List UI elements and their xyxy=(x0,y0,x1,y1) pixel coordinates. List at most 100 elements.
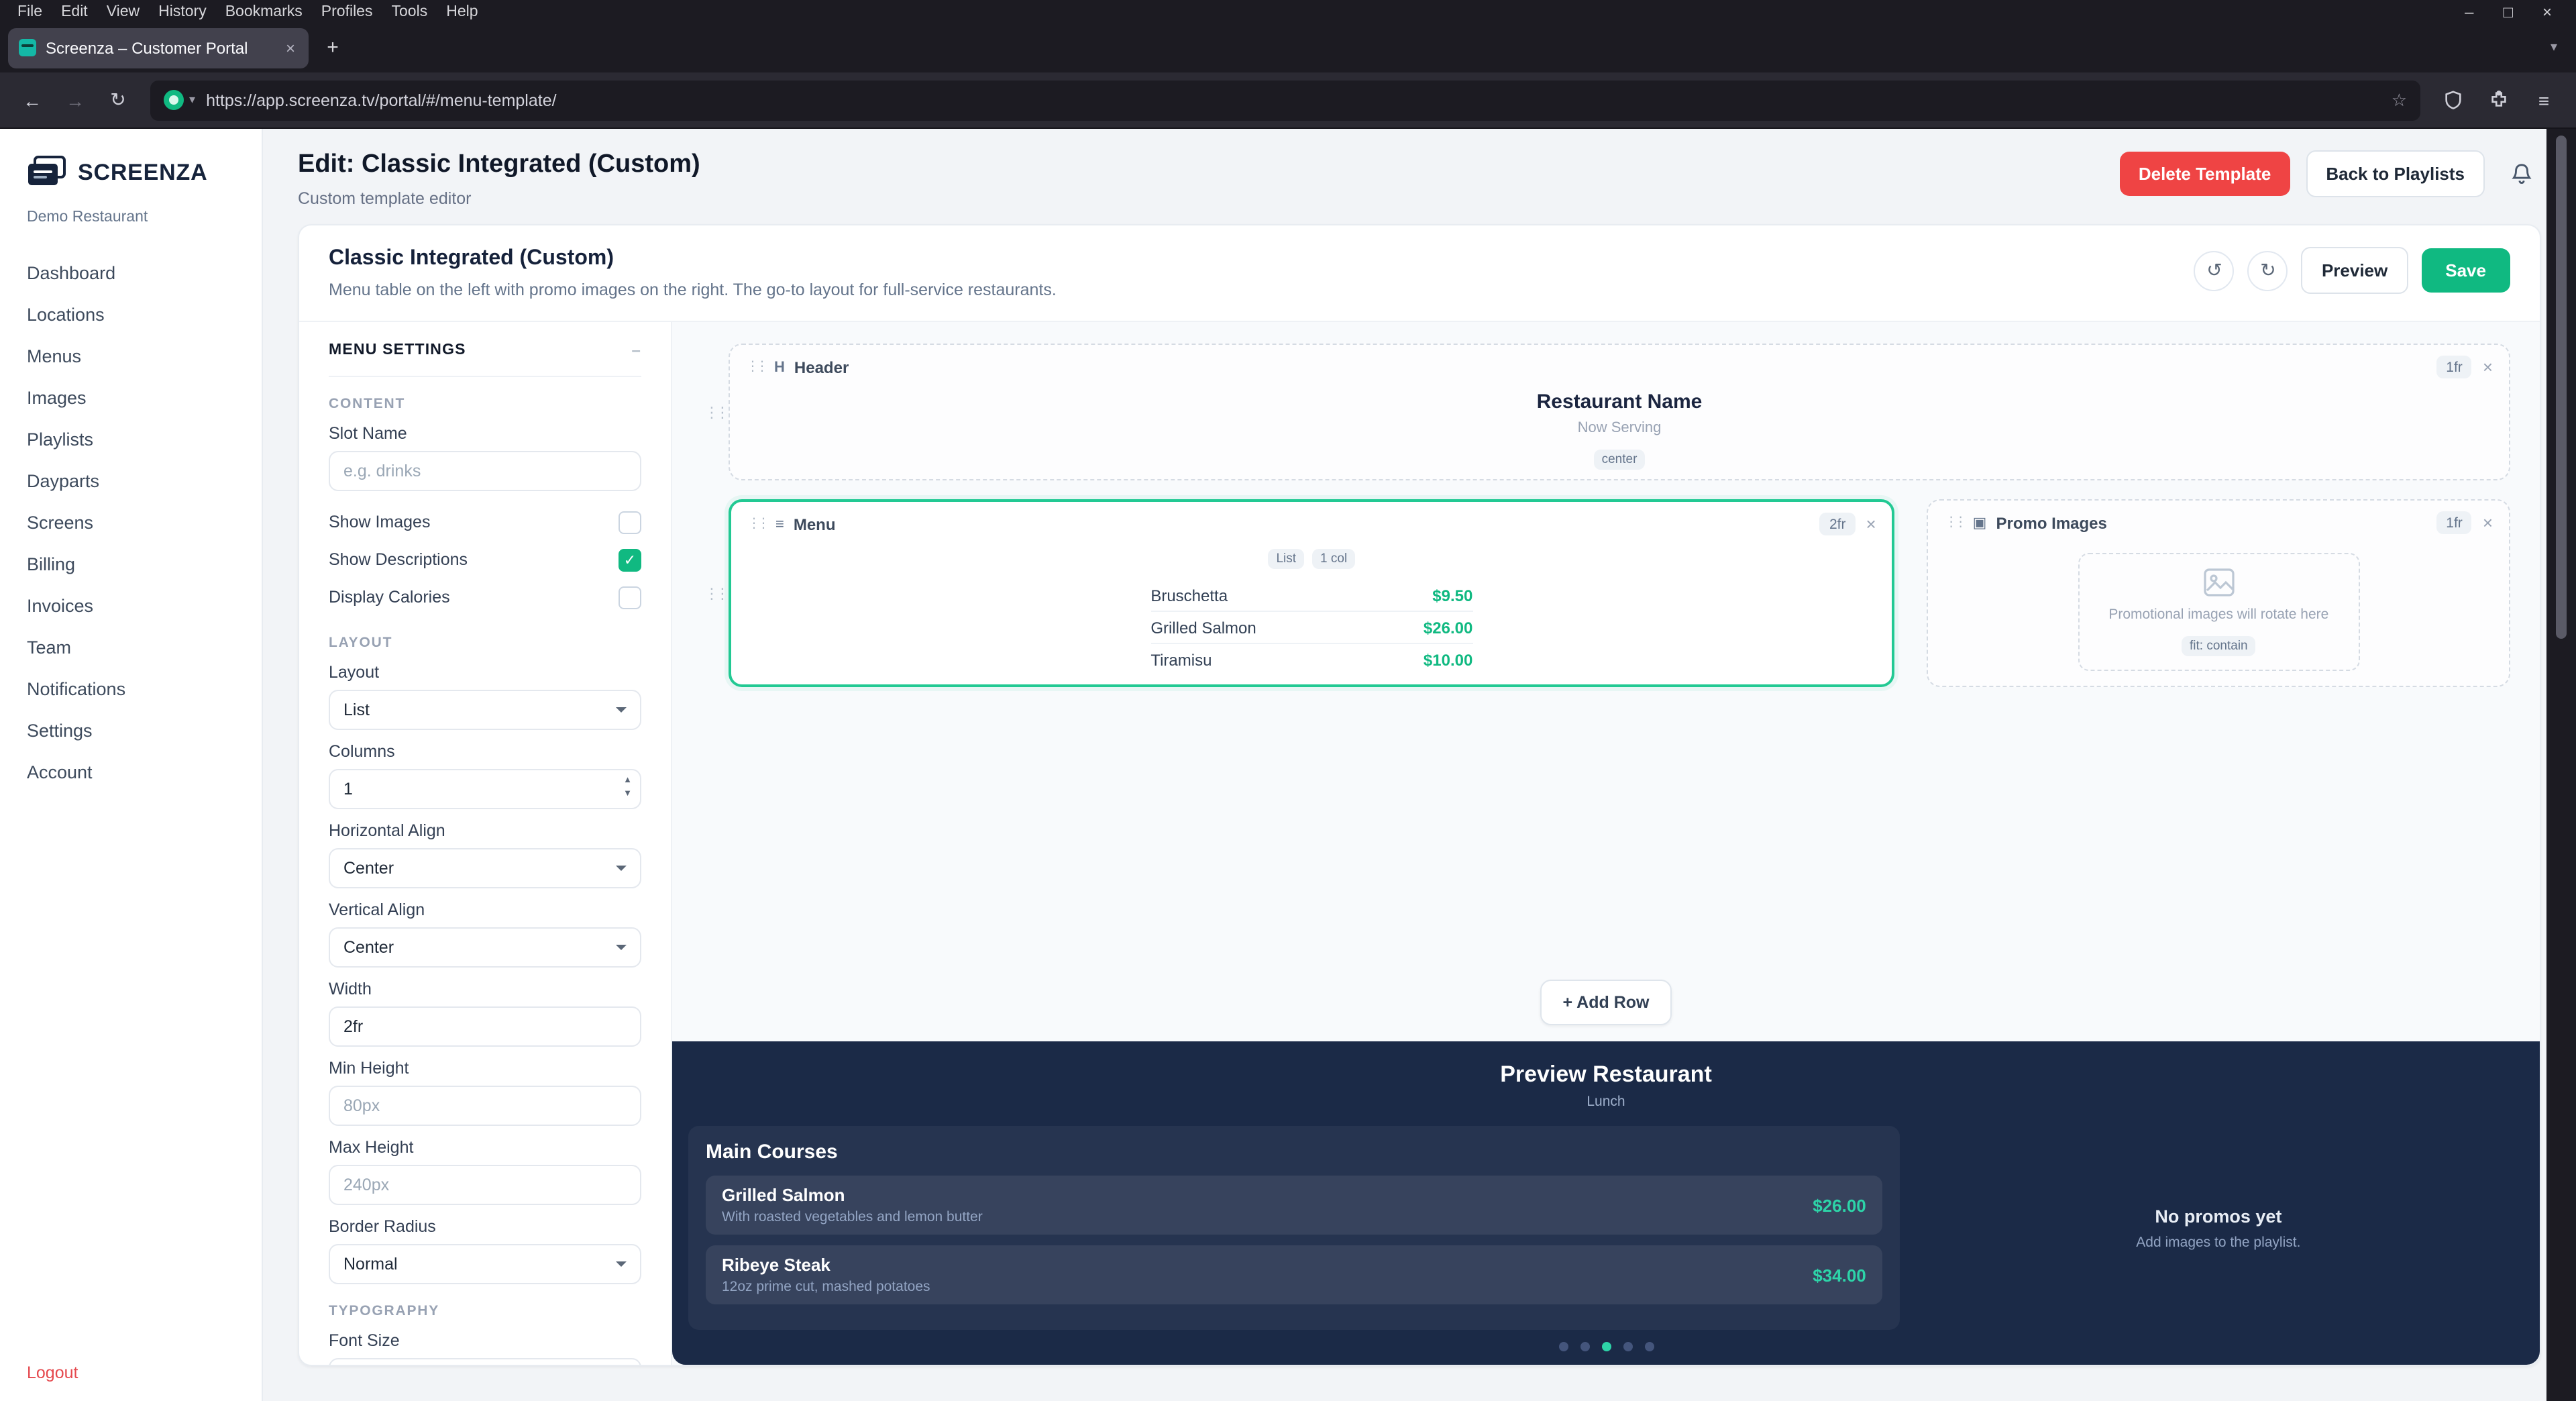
sidebar-item-playlists[interactable]: Playlists xyxy=(27,429,94,450)
tab-close-icon[interactable]: × xyxy=(285,38,295,57)
sidebar-item-menus[interactable]: Menus xyxy=(27,346,82,366)
window-maximize-icon[interactable]: □ xyxy=(2503,3,2513,21)
header-remove-icon[interactable]: × xyxy=(2482,357,2493,377)
sidebar-item-screens[interactable]: Screens xyxy=(27,513,94,533)
header-block-label: Header xyxy=(794,358,849,376)
promo-remove-icon[interactable]: × xyxy=(2482,513,2493,533)
bookmark-star-icon[interactable]: ☆ xyxy=(2391,89,2407,109)
menu-help[interactable]: Help xyxy=(446,4,478,20)
menu-remove-icon[interactable]: × xyxy=(1866,514,1876,534)
brand-name: SCREENZA xyxy=(78,160,208,185)
app-menu-hamburger-icon[interactable]: ≡ xyxy=(2538,89,2550,111)
page-scrollbar[interactable] xyxy=(2546,129,2576,1401)
scrollbar-thumb[interactable] xyxy=(2556,136,2567,639)
logout-link[interactable]: Logout xyxy=(27,1363,78,1382)
shield-icon[interactable] xyxy=(2434,81,2471,119)
show-images-checkbox[interactable]: ✓ xyxy=(619,511,641,533)
notifications-bell-icon[interactable] xyxy=(2501,154,2541,194)
menu-view[interactable]: View xyxy=(106,4,140,20)
show-descriptions-checkbox[interactable]: ✓ xyxy=(619,548,641,571)
slot-name-input[interactable] xyxy=(329,451,641,491)
back-icon[interactable]: ← xyxy=(23,89,42,111)
account-name: Demo Restaurant xyxy=(27,209,148,225)
font-size-select[interactable]: Default xyxy=(329,1358,641,1365)
menu-file[interactable]: File xyxy=(17,4,43,20)
sidebar-item-dayparts[interactable]: Dayparts xyxy=(27,471,100,491)
site-identity-icon xyxy=(164,90,184,110)
horizontal-align-label: Horizontal Align xyxy=(329,821,445,840)
sidebar: SCREENZA Demo Restaurant Dashboard Locat… xyxy=(0,129,263,1401)
sidebar-item-notifications[interactable]: Notifications xyxy=(27,679,126,699)
menu-history[interactable]: History xyxy=(158,4,207,20)
editor-card-header: Classic Integrated (Custom) Menu table o… xyxy=(299,225,2540,322)
sidebar-item-account[interactable]: Account xyxy=(27,762,93,782)
extensions-puzzle-icon[interactable] xyxy=(2479,81,2517,119)
template-editor-card: Classic Integrated (Custom) Menu table o… xyxy=(298,224,2541,1366)
sidebar-item-dashboard[interactable]: Dashboard xyxy=(27,263,116,283)
row-drag-handle-icon[interactable]: ⋮⋮ xyxy=(704,405,730,421)
image-icon xyxy=(2203,568,2234,596)
url-bar[interactable]: ▾ https://app.screenza.tv/portal/#/menu-… xyxy=(150,80,2420,120)
menu-columns-badge: 1 col xyxy=(1312,549,1356,569)
preview-menu-item: Ribeye Steak 12oz prime cut, mashed pota… xyxy=(706,1245,1882,1304)
screenza-logo-icon xyxy=(28,156,66,185)
sidebar-item-locations[interactable]: Locations xyxy=(27,305,105,325)
preview-daypart-label: Lunch xyxy=(1587,1094,1625,1110)
restaurant-name-preview: Restaurant Name xyxy=(1536,391,1703,413)
back-to-playlists-button[interactable]: Back to Playlists xyxy=(2306,150,2485,197)
window-close-icon[interactable]: × xyxy=(2542,3,2552,21)
sidebar-item-settings[interactable]: Settings xyxy=(27,721,93,741)
browser-tab[interactable]: Screenza – Customer Portal × xyxy=(8,28,309,68)
max-height-input[interactable] xyxy=(329,1165,641,1205)
tab-title: Screenza – Customer Portal xyxy=(46,38,248,57)
horizontal-align-select[interactable]: Center xyxy=(329,848,641,888)
new-tab-button[interactable]: + xyxy=(327,36,339,59)
show-descriptions-label: Show Descriptions xyxy=(329,550,468,569)
reload-icon[interactable]: ↻ xyxy=(110,89,126,110)
sidebar-item-images[interactable]: Images xyxy=(27,388,87,408)
window-minimize-icon[interactable]: – xyxy=(2465,3,2474,21)
menu-item-price: $26.00 xyxy=(1423,618,1473,637)
preview-button[interactable]: Preview xyxy=(2301,247,2408,294)
stepper-arrows-icon[interactable]: ▲ ▼ xyxy=(623,776,632,798)
sidebar-item-billing[interactable]: Billing xyxy=(27,554,76,574)
columns-stepper[interactable] xyxy=(329,769,641,809)
sidebar-item-invoices[interactable]: Invoices xyxy=(27,596,94,616)
border-radius-select[interactable]: Normal xyxy=(329,1244,641,1284)
tab-list-chevron-icon[interactable]: ▾ xyxy=(2550,40,2557,55)
block-drag-handle-icon[interactable]: ⋮⋮ xyxy=(747,517,770,531)
redo-button[interactable]: ↻ xyxy=(2247,250,2288,291)
menu-item-row: Tiramisu $10.00 xyxy=(1150,644,1472,675)
panel-collapse-icon[interactable]: – xyxy=(631,341,641,360)
menu-profiles[interactable]: Profiles xyxy=(321,4,373,20)
menu-tools[interactable]: Tools xyxy=(391,4,428,20)
browser-tabbar: Screenza – Customer Portal × + ▾ xyxy=(0,24,2576,72)
site-identity[interactable]: ▾ xyxy=(164,90,195,110)
header-block[interactable]: ⋮⋮ H Header 1fr × Restaurant Name xyxy=(729,344,2510,480)
save-button[interactable]: Save xyxy=(2421,248,2510,293)
block-drag-handle-icon[interactable]: ⋮⋮ xyxy=(1944,515,1968,530)
vertical-align-select[interactable]: Center xyxy=(329,927,641,968)
promo-images-block[interactable]: ⋮⋮ ▣ Promo Images 1fr × xyxy=(1927,499,2510,687)
preview-item-price: $34.00 xyxy=(1813,1265,1866,1285)
preview-item-name: Grilled Salmon xyxy=(722,1185,845,1205)
preview-item-description: With roasted vegetables and lemon butter xyxy=(722,1209,983,1225)
forward-icon[interactable]: → xyxy=(66,89,85,111)
layout-select[interactable]: List xyxy=(329,690,641,730)
columns-label: Columns xyxy=(329,742,395,761)
sidebar-item-team[interactable]: Team xyxy=(27,637,72,658)
add-row-button[interactable]: + Add Row xyxy=(1540,980,1672,1025)
redo-icon: ↻ xyxy=(2260,259,2276,280)
undo-button[interactable]: ↺ xyxy=(2194,250,2235,291)
row-drag-handle-icon[interactable]: ⋮⋮ xyxy=(704,586,730,602)
menu-edit[interactable]: Edit xyxy=(61,4,88,20)
delete-template-button[interactable]: Delete Template xyxy=(2119,152,2290,196)
sidebar-nav: Dashboard Locations Menus Images Playlis… xyxy=(24,252,237,793)
block-drag-handle-icon[interactable]: ⋮⋮ xyxy=(746,360,769,374)
menu-bookmarks[interactable]: Bookmarks xyxy=(225,4,303,20)
min-height-input[interactable] xyxy=(329,1086,641,1126)
width-input[interactable] xyxy=(329,1006,641,1047)
main-content: Edit: Classic Integrated (Custom) Custom… xyxy=(263,129,2576,1401)
menu-block[interactable]: ⋮⋮ ≡ Menu 2fr × xyxy=(729,499,1895,687)
display-calories-checkbox[interactable]: ✓ xyxy=(619,586,641,609)
